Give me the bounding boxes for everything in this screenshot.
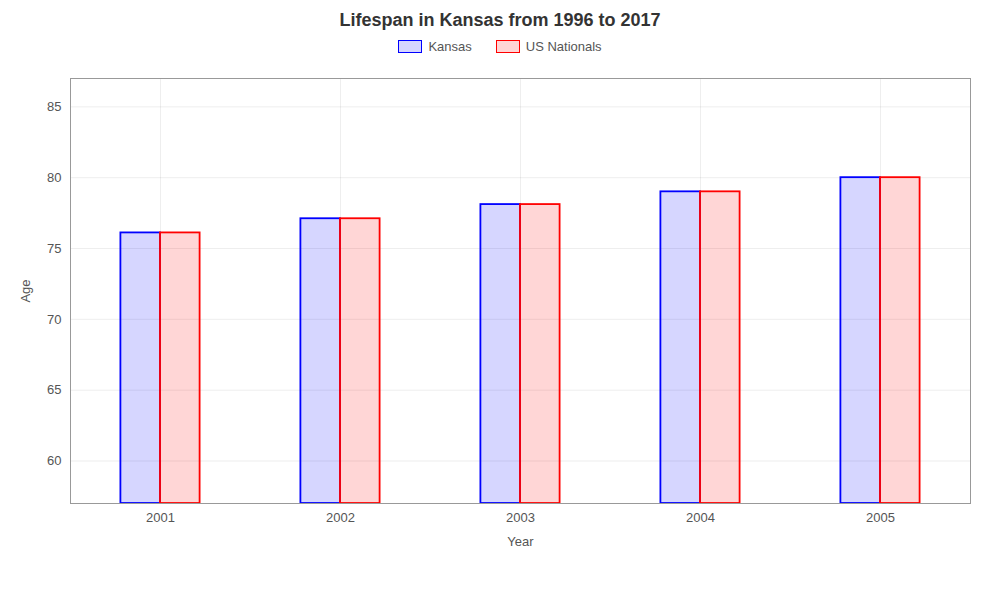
- svg-text:65: 65: [47, 382, 61, 397]
- svg-text:75: 75: [47, 241, 61, 256]
- html-text:Lifespan in Kansas from 1996 t: Lifespan in Kansas from 1996 to 2017: [339, 10, 661, 30]
- svg-text:60: 60: [47, 453, 61, 468]
- html-text:Kansas: Kansas: [428, 39, 472, 54]
- svg-text:Year: Year: [507, 534, 534, 549]
- svg-text:80: 80: [47, 170, 61, 185]
- svg-text:2004: 2004: [686, 510, 715, 525]
- svg-text:70: 70: [47, 311, 61, 326]
- html-text:US Nationals: US Nationals: [525, 39, 602, 54]
- svg-text:85: 85: [47, 99, 61, 114]
- svg-text:Age: Age: [18, 279, 33, 302]
- svg-text:2003: 2003: [506, 510, 535, 525]
- svg-text:2002: 2002: [326, 510, 355, 525]
- svg-text:2005: 2005: [866, 510, 895, 525]
- svg-text:2001: 2001: [146, 510, 175, 525]
